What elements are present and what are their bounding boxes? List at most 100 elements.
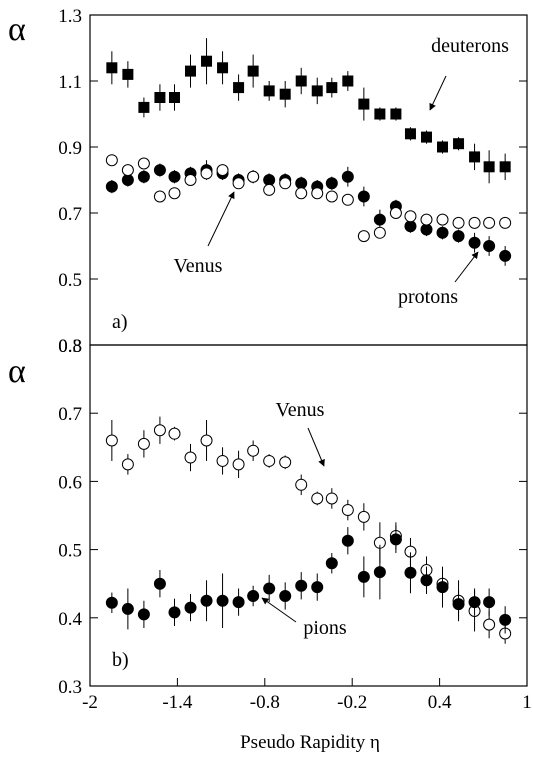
marker [357,570,370,583]
marker [499,249,512,262]
marker [341,193,354,206]
marker [263,183,276,196]
marker [483,216,496,229]
marker [483,596,496,609]
marker [483,161,495,173]
marker [468,596,481,609]
marker [137,437,150,450]
marker [295,75,307,87]
marker [105,180,118,193]
marker [452,216,465,229]
marker [436,213,449,226]
marker [325,557,338,570]
plot-frame [89,344,528,687]
marker [137,608,150,621]
marker [184,174,197,186]
marker [137,157,150,170]
marker [295,579,308,592]
marker [325,177,338,190]
arrows [207,75,479,623]
arrow [429,75,447,111]
arrow [307,427,325,467]
marker [420,223,433,236]
x-axis-label: Pseudo Rapidity η [240,732,380,753]
marker [341,534,354,547]
marker [138,101,150,113]
marker [325,190,338,203]
marker [420,213,433,226]
x-tick-label: -1.4 [162,692,193,713]
marker [233,82,245,94]
marker [232,458,245,471]
marker [247,444,260,457]
marker [168,170,181,183]
marker [404,128,416,140]
marker [326,82,338,94]
marker [200,594,213,607]
marker [420,131,432,143]
x-tick-label: 0.4 [428,692,452,713]
y-tick-label: 0.3 [58,336,82,357]
annotation: Venus [276,399,325,421]
marker [483,618,496,631]
annotation: Venus [174,255,223,277]
marker [311,85,323,97]
marker [153,190,166,203]
marker [105,154,118,167]
marker [452,230,465,243]
y-tick-label: 0.7 [58,404,82,425]
marker [357,510,370,523]
annotation: pions [303,617,347,639]
marker [200,434,213,447]
marker [105,596,118,609]
marker [373,226,386,239]
marker [279,177,292,190]
marker [373,566,386,579]
marker [499,161,511,173]
arrow [207,191,235,247]
marker [105,434,118,447]
marker [499,216,512,229]
marker [404,220,417,233]
marker [295,478,308,491]
marker [153,577,166,590]
marker [168,606,181,619]
marker [452,598,465,611]
marker [468,216,481,229]
marker [154,92,166,103]
marker [168,92,180,103]
marker [184,601,197,614]
marker [358,98,370,110]
y-tick-label: 0.8 [58,336,82,357]
marker [122,68,134,80]
marker [106,62,118,74]
marker [279,456,292,469]
y-tick-label: 0.4 [58,609,82,630]
marker [420,574,433,587]
y-tick-label: 0.7 [58,204,82,225]
marker [279,88,291,100]
marker [483,240,496,252]
marker [247,170,260,183]
marker [374,108,386,120]
arrow [454,251,479,283]
marker [216,594,229,607]
marker [437,141,449,153]
y-tick-label: 0.6 [58,472,82,493]
marker [263,85,275,97]
y-axis-label: α [8,353,26,390]
marker [279,589,292,602]
marker [217,62,229,74]
marker [168,187,181,200]
marker [263,582,276,595]
marker [311,492,324,505]
marker [311,187,324,200]
marker [121,164,134,177]
marker [168,427,181,440]
y-tick-label: 0.3 [58,677,82,698]
marker [499,613,512,626]
marker [436,226,449,239]
marker [404,210,417,223]
annotation: deuterons [431,35,509,57]
